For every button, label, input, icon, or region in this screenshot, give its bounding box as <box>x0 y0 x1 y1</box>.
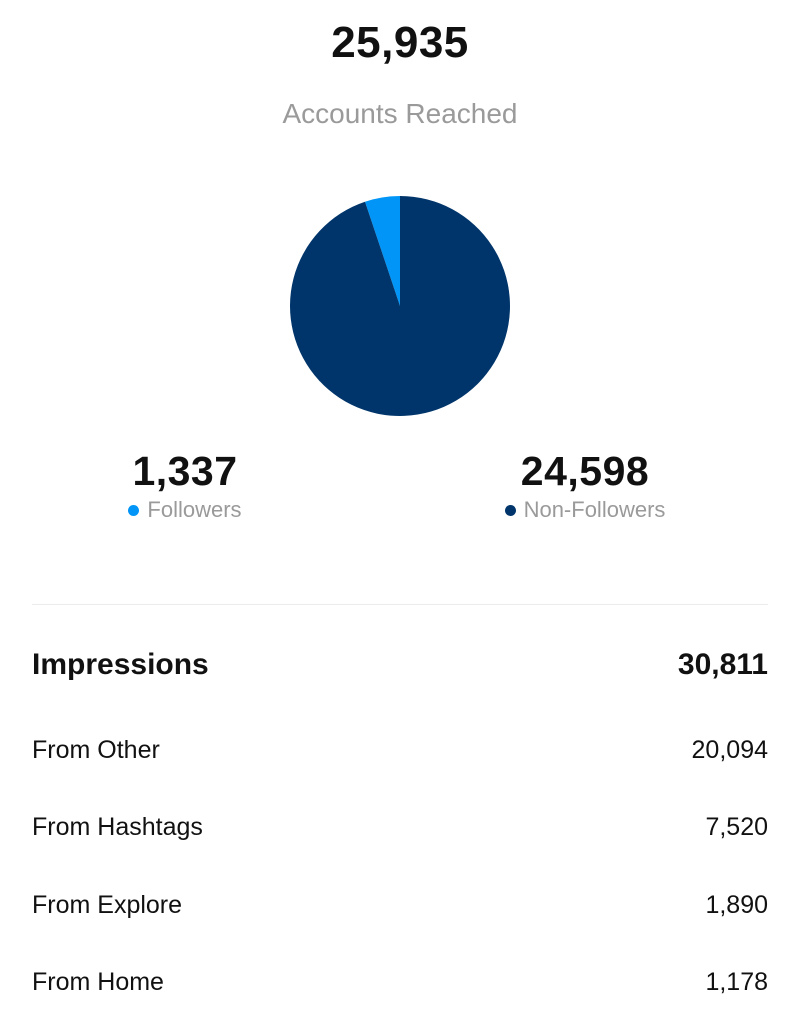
accounts-reached-label: Accounts Reached <box>282 98 518 129</box>
non-followers-legend: Non-Followers <box>470 497 700 523</box>
non-followers-legend-label: Non-Followers <box>523 497 666 522</box>
pie-slice-non-followers <box>290 196 511 416</box>
followers-count: 1,337 <box>132 448 238 494</box>
impressions-row-label: From Explore <box>32 891 183 919</box>
pie-svg <box>290 196 511 416</box>
non-followers-stat: 24,598 Non-Followers <box>470 448 700 523</box>
impressions-header-row: Impressions 30,811 <box>32 648 768 682</box>
impressions-row-value: 7,520 <box>705 813 768 841</box>
impressions-label: Impressions <box>32 648 209 681</box>
impressions-row-label: From Home <box>32 968 164 996</box>
pie-slice-followers <box>364 196 400 306</box>
non-followers-count: 24,598 <box>520 448 650 494</box>
accounts-reached-total: 25,935 <box>331 18 469 67</box>
reach-pie-chart <box>289 195 511 417</box>
non-followers-legend-dot-icon <box>504 504 516 516</box>
impressions-row-hashtags: From Hashtags 7,520 <box>32 813 768 842</box>
followers-legend: Followers <box>90 497 280 523</box>
impressions-total: 30,811 <box>677 648 768 681</box>
impressions-row-value: 20,094 <box>691 736 768 764</box>
followers-legend-dot-icon <box>128 504 140 516</box>
impressions-row-value: 1,178 <box>705 968 768 996</box>
impressions-row-explore: From Explore 1,890 <box>32 891 768 920</box>
impressions-row-value: 1,890 <box>705 891 768 919</box>
impressions-row-home: From Home 1,178 <box>32 968 768 997</box>
followers-legend-label: Followers <box>147 497 242 522</box>
followers-stat: 1,337 Followers <box>90 448 280 523</box>
impressions-row-label: From Hashtags <box>32 813 203 841</box>
section-divider <box>32 604 768 605</box>
impressions-row-label: From Other <box>32 736 160 764</box>
impressions-row-other: From Other 20,094 <box>32 736 768 765</box>
